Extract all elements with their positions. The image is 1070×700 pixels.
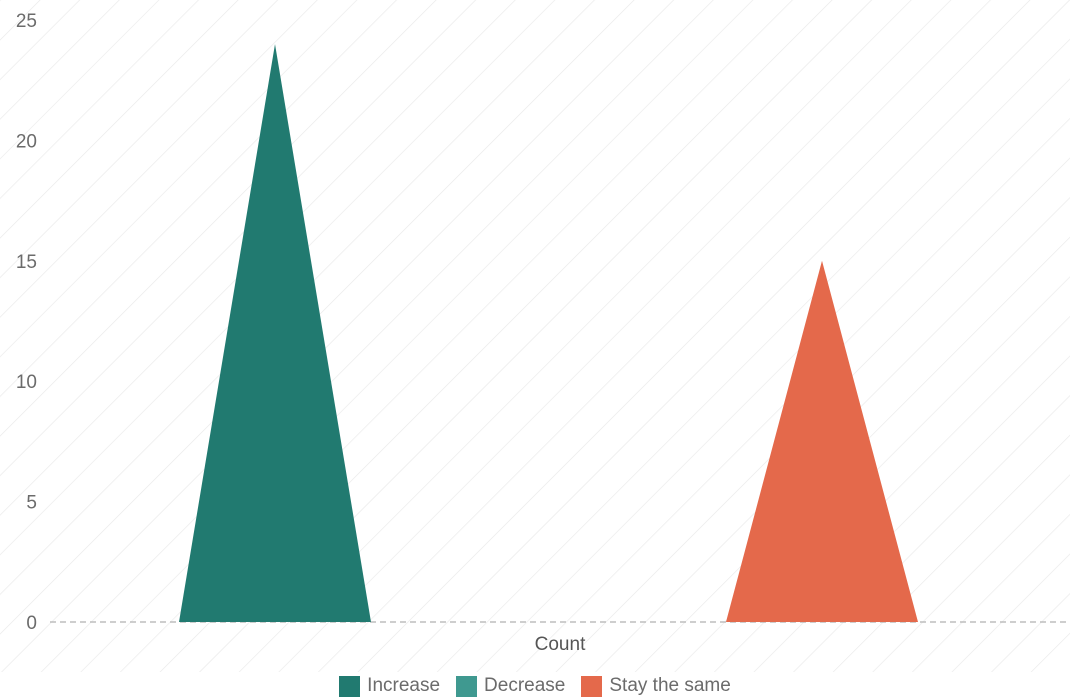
striped-background — [0, 0, 1070, 672]
y-tick-label: 5 — [26, 493, 37, 514]
legend-label: Increase — [367, 675, 441, 696]
y-tick-label: 25 — [16, 11, 37, 32]
chart-plot: 0 5 10 15 20 25 Count — [0, 0, 1070, 672]
legend-item[interactable]: Stay the same — [581, 675, 731, 697]
legend-label: Decrease — [484, 675, 566, 696]
legend: Increase Decrease Stay the same — [0, 672, 1070, 700]
bars-group — [179, 44, 918, 622]
legend-swatch — [339, 675, 361, 697]
y-tick-label: 0 — [26, 613, 37, 634]
y-axis: 0 5 10 15 20 25 — [16, 11, 37, 634]
x-axis-label: Count — [535, 634, 586, 655]
legend-item[interactable]: Decrease — [456, 675, 565, 697]
legend-swatch — [581, 675, 603, 697]
bar-increase — [179, 44, 371, 622]
legend-label: Stay the same — [609, 675, 731, 696]
legend-swatch — [456, 675, 478, 697]
y-tick-label: 20 — [16, 131, 37, 152]
legend-item[interactable]: Increase — [339, 675, 440, 697]
y-tick-label: 10 — [16, 372, 37, 393]
y-tick-label: 15 — [16, 252, 37, 273]
bar-stay-the-same — [726, 260, 918, 622]
